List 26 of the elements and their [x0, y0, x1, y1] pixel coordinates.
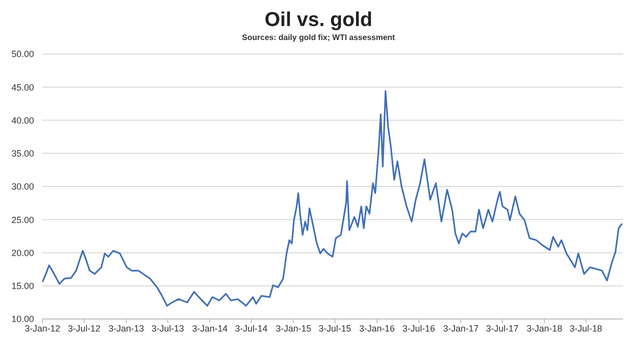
y-tick-label: 20.00: [11, 248, 34, 258]
x-tick-label: 3-Jul-18: [570, 323, 602, 334]
chart-subtitle: Sources: daily gold fix; WTI assessment: [241, 32, 396, 44]
y-tick-label: 15.00: [11, 281, 34, 292]
y-tick-label: 35.00: [11, 148, 34, 159]
x-tick-label: 3-Jul-12: [68, 323, 100, 334]
x-tick-label: 3-Jul-17: [486, 323, 519, 334]
x-tick-label: 3-Jan-13: [108, 323, 144, 334]
x-tick-label: 3-Jul-16: [402, 323, 435, 334]
y-tick-label: 40.00: [11, 115, 34, 126]
x-tick-label: 3-Jan-15: [276, 323, 312, 334]
x-tick-label: 3-Jul-14: [235, 323, 268, 334]
y-tick-label: 30.00: [11, 182, 34, 192]
x-tick-label: 3-Jan-17: [443, 323, 479, 334]
x-tick-label: 3-Jan-14: [192, 323, 228, 334]
x-tick-label: 3-Jan-16: [359, 323, 395, 334]
x-tick-label: 3-Jan-18: [526, 323, 562, 334]
y-tick-label: 25.00: [11, 214, 34, 225]
y-tick-label: 50.00: [11, 49, 34, 60]
chart-title: Oil vs. gold: [264, 8, 374, 32]
line-series: [42, 90, 623, 307]
x-tick-label: 3-Jul-13: [151, 323, 184, 334]
x-tick-label: 3-Jan-12: [24, 323, 60, 334]
y-tick-label: 10.00: [11, 314, 34, 324]
x-tick-label: 3-Jul-15: [318, 323, 352, 334]
y-tick-label: 45.00: [11, 82, 34, 92]
